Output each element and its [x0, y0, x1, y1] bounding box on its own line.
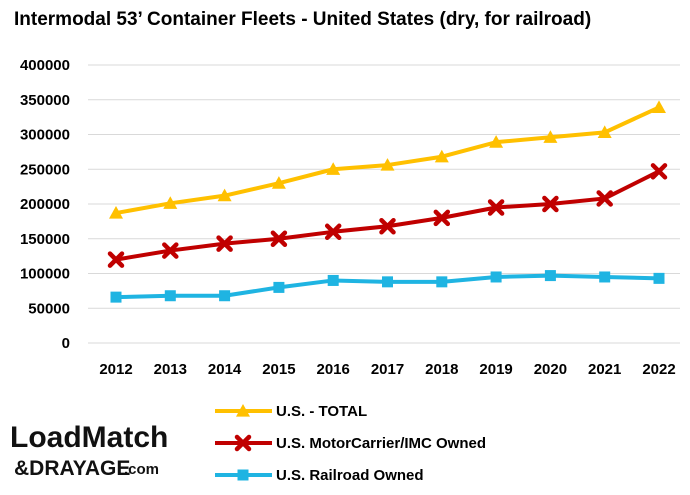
data-point	[164, 290, 176, 302]
chart-title: Intermodal 53’ Container Fleets - United…	[14, 9, 591, 30]
data-point	[109, 206, 123, 219]
series-1	[109, 100, 666, 219]
legend-item: U.S. Railroad Owned	[215, 467, 424, 484]
data-point	[597, 125, 612, 139]
data-point	[217, 188, 232, 202]
data-point	[327, 274, 339, 286]
legend-label: U.S. Railroad Owned	[276, 467, 424, 484]
legend-item: U.S. - TOTAL	[215, 403, 367, 420]
data-point	[270, 230, 288, 247]
data-point	[162, 242, 179, 259]
data-point	[433, 209, 451, 227]
y-tick-label: 250000	[20, 161, 70, 178]
x-tick-label: 2017	[371, 361, 404, 378]
x-tick-label: 2016	[317, 361, 350, 378]
data-point	[489, 135, 504, 148]
data-point	[324, 223, 342, 241]
x-tick-label: 2019	[479, 361, 512, 378]
y-tick-label: 50000	[28, 300, 70, 317]
y-tick-label: 0	[62, 335, 70, 352]
series-3	[110, 270, 665, 303]
data-point	[544, 270, 556, 282]
x-tick-label: 2018	[425, 361, 458, 378]
loadmatch-logo: LoadMatch &DRAYAGE .com	[10, 421, 168, 480]
data-point	[487, 199, 505, 216]
x-tick-label: 2021	[588, 361, 621, 378]
y-axis-ticks: 0 50000 100000 150000 200000 250000 300000 3500…	[20, 57, 70, 352]
data-point	[379, 217, 396, 235]
logo-line2: &DRAYAGE	[14, 457, 130, 480]
data-point	[163, 196, 178, 209]
y-tick-label: 400000	[20, 57, 70, 74]
series-line	[115, 169, 660, 262]
x-tick-label: 2013	[154, 361, 187, 378]
data-point	[273, 281, 285, 293]
data-point	[216, 235, 233, 252]
data-point	[490, 271, 502, 283]
legend-item: U.S. MotorCarrier/IMC Owned	[215, 434, 486, 452]
legend-label: U.S. MotorCarrier/IMC Owned	[276, 435, 486, 452]
data-point	[434, 149, 449, 163]
data-point	[596, 190, 613, 207]
data-point	[380, 158, 395, 171]
data-point	[436, 276, 448, 288]
data-point	[653, 272, 665, 284]
data-point	[652, 100, 666, 113]
data-point	[271, 176, 286, 189]
data-point	[650, 163, 668, 180]
logo-line3: .com	[124, 461, 159, 478]
series-2	[107, 163, 668, 268]
data-point	[219, 290, 231, 302]
data-point	[543, 130, 558, 143]
x-tick-label: 2014	[208, 361, 242, 378]
y-tick-label: 200000	[20, 196, 70, 213]
x-tick-label: 2022	[642, 361, 675, 378]
data-point	[382, 276, 393, 288]
series	[107, 100, 668, 303]
x-axis-ticks: 2012 2013 2014 2015 2016 2017 2018 2019 2020 2021…	[99, 361, 675, 378]
x-tick-label: 2020	[534, 361, 567, 378]
x-tick-label: 2015	[262, 361, 295, 378]
y-tick-label: 100000	[20, 266, 70, 283]
x-tick-label: 2012	[99, 361, 132, 378]
legend-label: U.S. - TOTAL	[276, 403, 367, 420]
y-tick-label: 150000	[20, 231, 70, 248]
legend: U.S. - TOTAL U.S. MotorCarrier/IMC Owned U…	[215, 403, 486, 484]
legend-marker	[236, 404, 250, 417]
y-tick-label: 350000	[20, 92, 70, 109]
data-point	[326, 162, 341, 175]
data-point	[107, 251, 125, 268]
y-tick-label: 300000	[20, 127, 70, 144]
data-point	[542, 195, 559, 213]
data-point	[110, 291, 122, 303]
data-point	[599, 271, 611, 283]
logo-line1: LoadMatch	[10, 421, 168, 454]
legend-marker	[237, 469, 249, 481]
legend-marker	[234, 434, 252, 452]
